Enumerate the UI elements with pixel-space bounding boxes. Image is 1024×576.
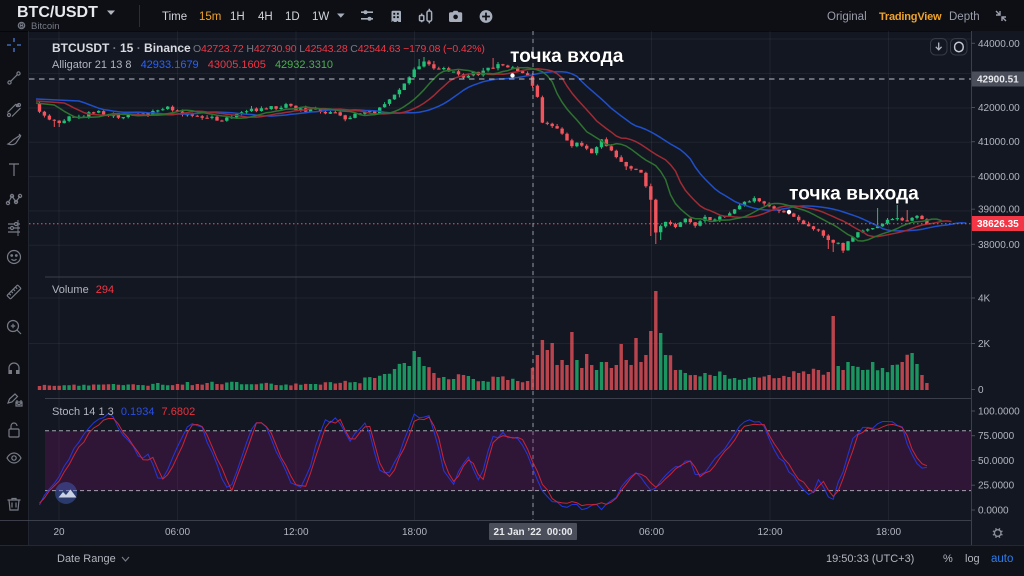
svg-text:41000.00: 41000.00: [978, 137, 1020, 148]
svg-text:44000.00: 44000.00: [978, 39, 1020, 50]
svg-text:0.0000: 0.0000: [978, 506, 1009, 517]
svg-text:auto: auto: [991, 553, 1013, 565]
svg-text:42900.51: 42900.51: [977, 75, 1019, 86]
svg-text:06:00: 06:00: [165, 527, 190, 538]
svg-text:Stoch 14 1 3 0.1934 7.6802: Stoch 14 1 3 0.1934 7.6802: [52, 406, 195, 418]
svg-text:21 Jan ’22 00:00: 21 Jan ’22 00:00: [494, 527, 573, 538]
svg-text:0: 0: [978, 385, 984, 396]
svg-text:12:00: 12:00: [283, 527, 308, 538]
svg-text:38626.35: 38626.35: [977, 219, 1019, 230]
svg-text:Bitcoin: Bitcoin: [31, 21, 60, 32]
svg-text:50.0000: 50.0000: [978, 456, 1015, 467]
svg-text:Depth: Depth: [949, 11, 980, 23]
svg-text:18:00: 18:00: [876, 527, 901, 538]
svg-text:39000.00: 39000.00: [978, 205, 1020, 216]
svg-text:1W: 1W: [312, 11, 329, 23]
svg-text:точка входа: точка входа: [510, 46, 624, 67]
svg-text:log: log: [965, 553, 980, 565]
svg-text:1H: 1H: [230, 11, 245, 23]
svg-text:BTC/USDT: BTC/USDT: [17, 4, 98, 21]
svg-text:1D: 1D: [285, 11, 300, 23]
svg-text:O42723.72 H42730.90 L42543.28: O42723.72 H42730.90 L42543.28 C42544.63 …: [193, 43, 485, 55]
svg-text:06:00: 06:00: [639, 527, 664, 538]
svg-text:2K: 2K: [978, 339, 991, 350]
svg-text:TradingView: TradingView: [879, 11, 942, 23]
svg-text:Date Range: Date Range: [57, 553, 116, 565]
svg-text:15m: 15m: [199, 11, 221, 23]
svg-text:Alligator 21 13 8 42933.1679 4: Alligator 21 13 8 42933.1679 43005.1605 …: [52, 59, 333, 71]
svg-text:38000.00: 38000.00: [978, 240, 1020, 251]
svg-text:20: 20: [53, 527, 65, 538]
svg-text:19:50:33 (UTC+3): 19:50:33 (UTC+3): [826, 553, 914, 565]
svg-text:Volume 294: Volume 294: [52, 284, 114, 296]
svg-text:Time: Time: [162, 11, 187, 23]
svg-text:100.0000: 100.0000: [978, 407, 1020, 418]
svg-text:75.0000: 75.0000: [978, 431, 1015, 442]
svg-text:BTCUSDT · 15 · Binance: BTCUSDT · 15 · Binance: [52, 41, 191, 55]
svg-text:Original: Original: [827, 11, 867, 23]
svg-text:25.0000: 25.0000: [978, 481, 1015, 492]
svg-text:12:00: 12:00: [757, 527, 782, 538]
svg-text:18:00: 18:00: [402, 527, 427, 538]
svg-text:%: %: [943, 553, 953, 565]
svg-text:4K: 4K: [978, 294, 991, 305]
svg-text:42000.00: 42000.00: [978, 103, 1020, 114]
svg-text:40000.00: 40000.00: [978, 172, 1020, 183]
svg-text:4H: 4H: [258, 11, 273, 23]
svg-text:точка выхода: точка выхода: [789, 184, 919, 205]
